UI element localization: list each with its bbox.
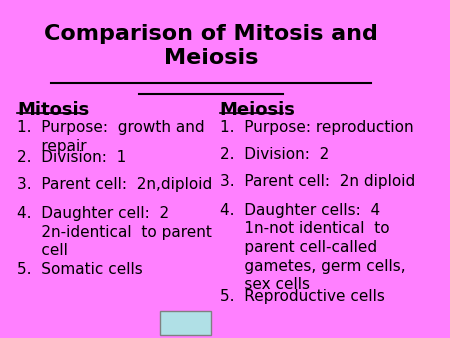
Text: Mitosis: Mitosis xyxy=(17,101,89,119)
FancyBboxPatch shape xyxy=(160,311,211,335)
Text: 3.  Parent cell:  2n diploid: 3. Parent cell: 2n diploid xyxy=(220,174,415,189)
Text: 4.  Daughter cells:  4
     1n-not identical  to
     parent cell-called
     ga: 4. Daughter cells: 4 1n-not identical to… xyxy=(220,203,405,292)
Text: 2.  Division:  2: 2. Division: 2 xyxy=(220,147,329,162)
Text: 1.  Purpose: reproduction: 1. Purpose: reproduction xyxy=(220,120,413,135)
Text: Meiosis: Meiosis xyxy=(220,101,295,119)
Text: 2.  Division:  1: 2. Division: 1 xyxy=(17,150,126,165)
Text: Comparison of Mitosis and
Meiosis: Comparison of Mitosis and Meiosis xyxy=(44,24,378,69)
Text: 5.  Reproductive cells: 5. Reproductive cells xyxy=(220,289,384,304)
Text: 1.  Purpose:  growth and
     repair: 1. Purpose: growth and repair xyxy=(17,120,204,153)
Text: 5.  Somatic cells: 5. Somatic cells xyxy=(17,262,143,277)
Text: 4.  Daughter cell:  2
     2n-identical  to parent
     cell: 4. Daughter cell: 2 2n-identical to pare… xyxy=(17,206,212,258)
Text: 3.  Parent cell:  2n,diploid: 3. Parent cell: 2n,diploid xyxy=(17,177,212,192)
